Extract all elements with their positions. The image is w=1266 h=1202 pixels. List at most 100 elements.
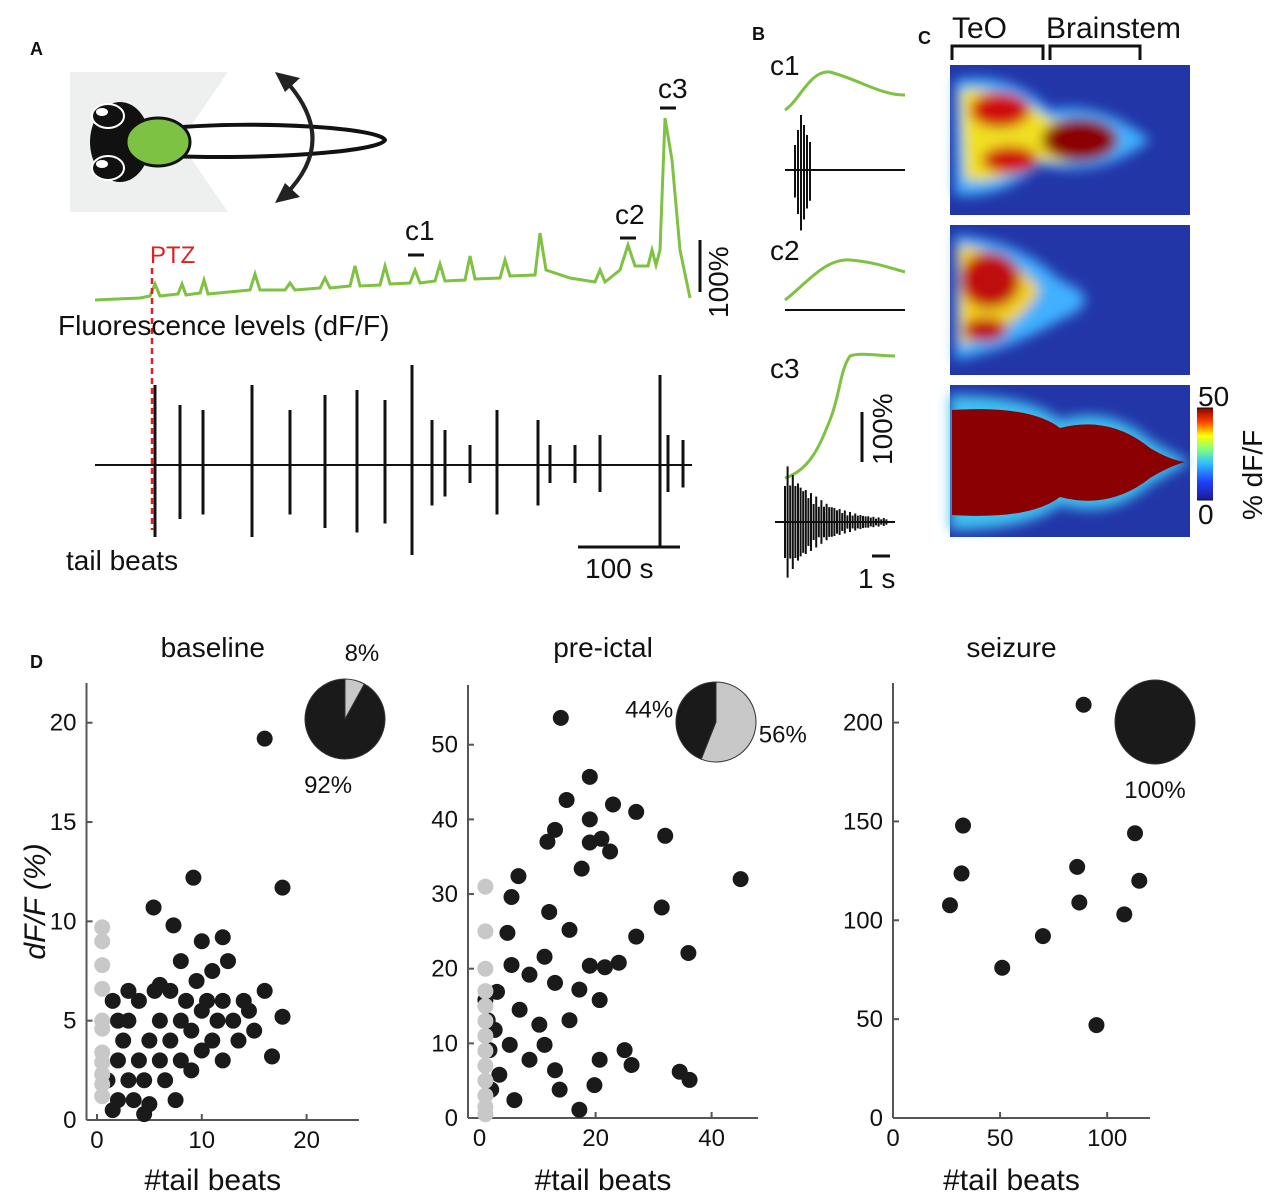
point xyxy=(94,1088,111,1105)
point xyxy=(653,899,670,916)
point xyxy=(1069,858,1086,875)
point xyxy=(477,923,494,940)
point xyxy=(551,1081,568,1098)
tail-trace xyxy=(785,115,905,231)
point xyxy=(536,948,553,965)
y-tick-label: 200 xyxy=(843,710,883,737)
point xyxy=(188,972,205,989)
panel-label: B xyxy=(752,24,765,44)
x-tick-label: 100 xyxy=(1087,1125,1127,1152)
point xyxy=(628,928,645,945)
point xyxy=(193,933,210,950)
point xyxy=(477,1027,494,1044)
point xyxy=(521,966,538,983)
point xyxy=(151,1012,168,1029)
y-tick-label: 20 xyxy=(50,710,77,737)
point xyxy=(109,1092,126,1109)
event-label: c1 xyxy=(770,50,800,81)
x-tick-label: 50 xyxy=(987,1125,1014,1152)
point xyxy=(246,1022,263,1039)
point xyxy=(591,992,608,1009)
point xyxy=(506,1092,523,1109)
point xyxy=(193,1042,210,1059)
point xyxy=(581,768,598,785)
point xyxy=(1131,872,1148,889)
colorbar-label: % dF/F xyxy=(1237,430,1266,520)
pie-slice xyxy=(700,681,757,763)
point xyxy=(225,1012,242,1029)
trace xyxy=(784,70,906,112)
point xyxy=(571,981,588,998)
point xyxy=(491,1066,508,1083)
y-tick-label: 50 xyxy=(431,732,458,759)
pie-label: 44% xyxy=(625,696,673,723)
trace xyxy=(784,352,896,480)
x-tick-label: 20 xyxy=(582,1125,609,1152)
point xyxy=(489,983,505,1000)
point xyxy=(477,1072,494,1089)
point xyxy=(256,982,273,999)
point xyxy=(616,1042,633,1059)
point xyxy=(1071,894,1088,911)
y-tick-label: 5 xyxy=(63,1008,76,1035)
point xyxy=(214,1052,231,1069)
point xyxy=(547,1062,563,1079)
point xyxy=(581,957,598,974)
y-tick-label: 10 xyxy=(50,908,77,935)
point xyxy=(477,1012,494,1029)
point xyxy=(521,1051,538,1068)
point xyxy=(541,903,558,920)
y-tick-label: 0 xyxy=(870,1105,883,1132)
y-tick-label: 20 xyxy=(431,956,458,983)
point xyxy=(561,921,578,938)
panel-label: A xyxy=(30,39,43,59)
point xyxy=(558,791,575,808)
event-label: c2 xyxy=(770,235,800,266)
x-tick-label: 0 xyxy=(473,1125,486,1152)
event-label: c1 xyxy=(405,215,435,246)
fluorescence-trace xyxy=(94,117,692,302)
fish-illustration xyxy=(70,72,388,212)
y-tick-label: 15 xyxy=(50,809,77,836)
pie-label: 92% xyxy=(304,772,352,799)
point xyxy=(183,1022,200,1039)
point xyxy=(571,1101,588,1118)
point xyxy=(141,1032,158,1049)
point xyxy=(477,1106,494,1123)
point xyxy=(477,1042,494,1059)
point xyxy=(499,924,516,941)
point xyxy=(204,963,221,980)
point xyxy=(167,1092,184,1109)
y-tick-label: 150 xyxy=(843,808,883,835)
chart-title: seizure xyxy=(966,632,1056,663)
point xyxy=(109,1012,126,1029)
trace-label: Fluorescence levels (dF/F) xyxy=(58,310,389,341)
point xyxy=(214,929,231,946)
event-label: c3 xyxy=(658,73,688,104)
point xyxy=(94,980,111,997)
y-tick-label: 50 xyxy=(856,1006,883,1033)
point xyxy=(510,868,527,885)
point xyxy=(547,821,563,838)
point xyxy=(94,957,111,974)
point xyxy=(172,953,189,970)
point xyxy=(136,1072,153,1089)
point xyxy=(230,1032,247,1049)
event-label: c3 xyxy=(770,353,800,384)
scale-label: 100% xyxy=(703,246,734,318)
point xyxy=(586,1077,603,1094)
point xyxy=(172,1052,189,1069)
point xyxy=(151,1052,168,1069)
point xyxy=(602,843,619,860)
point xyxy=(240,1002,257,1019)
point xyxy=(115,1032,132,1049)
point xyxy=(209,1012,226,1029)
x-tick-label: 40 xyxy=(698,1125,725,1152)
point xyxy=(1075,696,1092,713)
trace xyxy=(784,258,906,302)
point xyxy=(994,959,1011,976)
region-label: Brainstem xyxy=(1046,12,1181,45)
scale-label: 1 s xyxy=(858,563,895,594)
point xyxy=(732,871,749,888)
